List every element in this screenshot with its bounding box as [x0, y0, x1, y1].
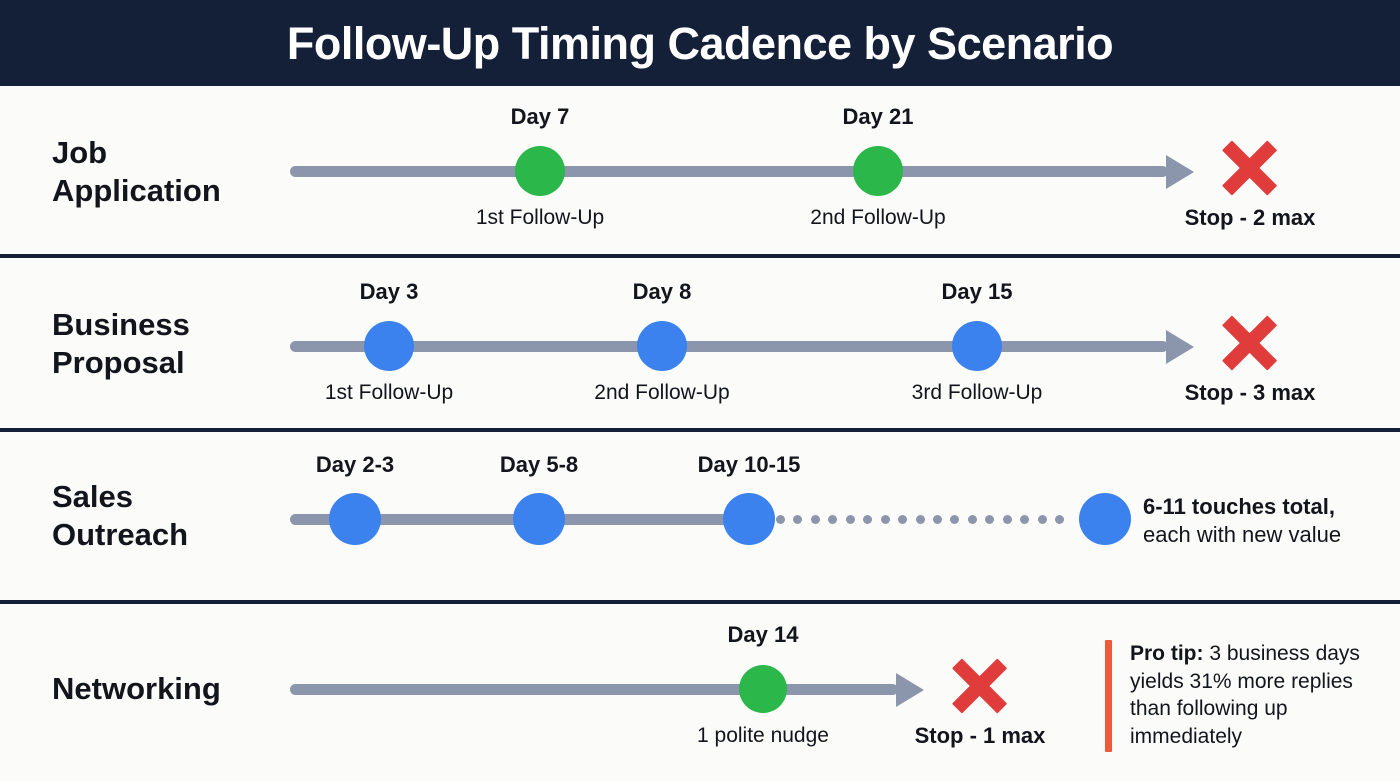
milestone-dot[interactable] — [364, 321, 414, 371]
timeline-track — [290, 684, 898, 695]
stop-marker: Stop - 3 max — [1184, 312, 1316, 406]
dotted-pip — [967, 515, 977, 524]
milestone-caption: 1st Follow-Up — [324, 381, 454, 404]
pro-tip-callout: Pro tip: 3 business days yields 31% more… — [1105, 640, 1378, 752]
milestone-dot[interactable] — [329, 493, 381, 545]
scenario-label-line1: Sales — [52, 479, 134, 514]
timeline-arrowhead-icon — [1166, 155, 1194, 189]
milestone-day-label: Day 7 — [510, 104, 570, 129]
stop-marker: Stop - 1 max — [914, 655, 1046, 749]
dotted-pip — [863, 515, 873, 524]
scenario-label-line2: Outreach — [52, 516, 189, 552]
scenario-label-line1: Business — [52, 307, 190, 342]
milestone-dot[interactable] — [515, 146, 565, 196]
row-divider — [0, 254, 1400, 258]
scenario-label-line2: Proposal — [52, 344, 185, 380]
dotted-pip — [915, 515, 925, 524]
milestone-dot[interactable] — [723, 493, 775, 545]
milestone-dot[interactable] — [853, 146, 903, 196]
milestone-caption: 1st Follow-Up — [475, 206, 605, 229]
outreach-note: 6-11 touches total, each with new value — [1143, 493, 1341, 549]
milestone-day-label: Day 8 — [632, 279, 692, 304]
stop-label: Stop - 3 max — [1184, 380, 1316, 405]
milestone-day-label: Day 10-15 — [697, 452, 801, 477]
milestone-dot-final[interactable] — [1079, 493, 1131, 545]
milestone-dot[interactable] — [952, 321, 1002, 371]
milestone-day-label: Day 3 — [359, 279, 419, 304]
dotted-pip — [828, 515, 838, 524]
dotted-pip — [898, 515, 908, 524]
dotted-pip — [1055, 515, 1064, 524]
scenario-label-job-application: Job Application — [52, 134, 292, 210]
milestone-day-label: Day 2-3 — [315, 452, 395, 477]
dotted-pip — [950, 515, 960, 524]
page-title: Follow-Up Timing Cadence by Scenario — [286, 17, 1114, 69]
dotted-pip — [776, 515, 785, 524]
scenario-label-line2: Application — [52, 172, 221, 208]
scenario-label-line1: Job — [52, 135, 108, 170]
milestone-dot[interactable] — [739, 665, 787, 713]
dotted-pip — [880, 515, 890, 524]
timeline-dotted-continuation — [776, 514, 1064, 525]
dotted-pip — [1002, 515, 1012, 524]
milestone-day-label: Day 5-8 — [499, 452, 579, 477]
close-icon — [1219, 137, 1281, 199]
row-divider — [0, 600, 1400, 604]
header-bar: Follow-Up Timing Cadence by Scenario — [0, 0, 1400, 86]
stop-marker: Stop - 2 max — [1184, 137, 1316, 231]
timeline-track — [290, 341, 1168, 352]
dotted-pip — [985, 515, 995, 524]
dotted-pip — [932, 515, 942, 524]
milestone-day-label: Day 14 — [727, 622, 799, 647]
dotted-pip — [1037, 515, 1047, 524]
dotted-pip — [810, 515, 820, 524]
pro-tip-accent-bar — [1105, 640, 1112, 752]
dotted-pip — [793, 515, 803, 524]
close-icon — [1219, 312, 1281, 374]
scenario-label-business-proposal: Business Proposal — [52, 306, 292, 382]
scenario-label-sales-outreach: Sales Outreach — [52, 478, 292, 554]
scenario-label-networking: Networking — [52, 670, 292, 708]
scenario-label-line1: Networking — [52, 671, 221, 706]
milestone-dot[interactable] — [637, 321, 687, 371]
pro-tip-text: Pro tip: 3 business days yields 31% more… — [1130, 640, 1378, 751]
stop-label: Stop - 1 max — [914, 723, 1046, 748]
milestone-caption: 1 polite nudge — [697, 724, 829, 747]
dotted-pip — [845, 515, 855, 524]
close-icon — [949, 655, 1011, 717]
row-divider — [0, 428, 1400, 432]
stop-label: Stop - 2 max — [1184, 205, 1316, 230]
milestone-day-label: Day 21 — [842, 104, 914, 129]
scenario-row-business-proposal: Business Proposal Day 3 1st Follow-Up Da… — [0, 258, 1400, 428]
scenario-row-sales-outreach: Sales Outreach — [0, 432, 1400, 600]
timeline-arrowhead-icon — [1166, 330, 1194, 364]
milestone-caption: 2nd Follow-Up — [810, 206, 946, 229]
timeline-track — [290, 166, 1168, 177]
dotted-pip — [1020, 515, 1030, 524]
outreach-note-line2: each with new value — [1143, 522, 1342, 548]
milestone-dot[interactable] — [513, 493, 565, 545]
outreach-note-line1: 6-11 touches total, — [1143, 494, 1335, 519]
scenario-row-job-application: Job Application Day 7 1st Follow-Up Day … — [0, 86, 1400, 254]
timeline-arrowhead-icon — [896, 673, 924, 707]
pro-tip-lead: Pro tip: — [1130, 642, 1204, 665]
milestone-caption: 3rd Follow-Up — [911, 381, 1043, 404]
pro-tip-body-text: 3 business days yields 31% more replies … — [1130, 642, 1360, 749]
milestone-caption: 2nd Follow-Up — [594, 381, 730, 404]
scenario-row-networking: Networking Day 14 1 polite nudge Stop - … — [0, 604, 1400, 781]
milestone-day-label: Day 15 — [941, 279, 1013, 304]
